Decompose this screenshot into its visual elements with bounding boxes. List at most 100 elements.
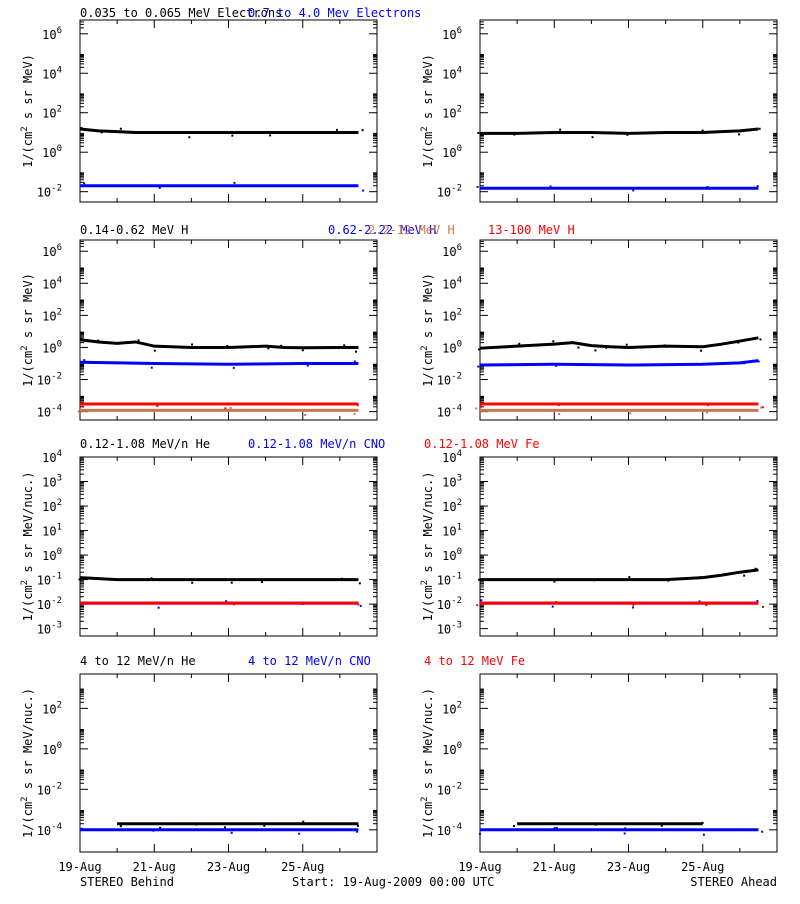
series-line [479, 359, 759, 367]
y-tick-label: 10-1 [437, 572, 462, 588]
data-point [300, 602, 303, 605]
y-tick-label: 106 [42, 26, 62, 42]
series-0-12-1-08-mev-n-he [478, 567, 759, 583]
series-4-to-12-mev-n-he [117, 820, 359, 829]
y-tick-label: 104 [442, 449, 462, 465]
data-point [605, 346, 608, 349]
data-point [719, 574, 722, 577]
plot-frame [79, 19, 378, 203]
row-title-2-1: 0.14-0.62 MeV H [80, 223, 188, 237]
data-point [761, 830, 764, 833]
y-tick-label: 104 [442, 65, 462, 81]
data-point [152, 829, 155, 832]
y-tick-label: 10-2 [437, 781, 462, 797]
y-tick-label: 10-2 [37, 781, 62, 797]
data-point [354, 350, 357, 353]
data-point [156, 405, 159, 408]
x-tick-label: 21-Aug [533, 860, 576, 874]
data-point [261, 581, 264, 584]
data-point [702, 833, 705, 836]
series-line [79, 338, 359, 350]
data-point [157, 131, 160, 134]
data-point [724, 342, 727, 345]
data-point [229, 407, 232, 410]
y-tick-label: 100 [442, 339, 462, 355]
data-point [737, 341, 740, 344]
y-tick-label: 100 [42, 144, 62, 160]
y-axis-label: 1/(cm2 s sr MeV) [420, 273, 435, 387]
y-tick-label: 100 [42, 339, 62, 355]
data-point [306, 364, 309, 367]
data-point [701, 129, 704, 132]
y-tick-label: 10-4 [437, 404, 462, 420]
y-tick-label: 102 [442, 307, 462, 323]
y-tick-label: 104 [42, 275, 62, 291]
data-point [83, 182, 86, 185]
plot-frame [479, 673, 778, 853]
y-tick-label: 102 [442, 498, 462, 514]
data-point [232, 366, 235, 369]
y-tick-label: 10-2 [437, 596, 462, 612]
data-point [667, 579, 670, 582]
series-13-100-mev-h [479, 402, 764, 409]
data-point [195, 823, 198, 826]
data-point [155, 602, 158, 605]
data-point [761, 406, 764, 409]
data-point [632, 603, 635, 606]
panel-stereo-behind-row-1: 1/(cm2 s sr MeV) 10-2 100 102 104 106 [20, 19, 378, 203]
y-tick-label: 100 [442, 547, 462, 563]
y-tick-label: 10-2 [37, 372, 62, 388]
panel-stereo-ahead-row-4: 1/(cm2 s sr MeV/nuc.)10-4 10-2 100 102 19-Au… [420, 673, 778, 874]
data-point [357, 603, 360, 606]
x-tick-label: 21-Aug [133, 860, 176, 874]
row-title-3-3: 0.12-1.08 MeV Fe [424, 437, 540, 451]
data-point [80, 126, 83, 129]
data-point [298, 832, 301, 835]
data-point [158, 186, 161, 189]
x-tick-label: 23-Aug [607, 860, 650, 874]
data-point [555, 364, 558, 367]
data-point [361, 129, 364, 132]
data-point [119, 825, 122, 828]
data-point [593, 579, 596, 582]
data-point [705, 411, 708, 414]
data-point [558, 413, 561, 416]
y-axis-label: 1/(cm2 s sr MeV) [20, 273, 35, 387]
data-point [478, 578, 481, 581]
y-tick-label: 100 [42, 741, 62, 757]
y-tick-label: 106 [42, 243, 62, 259]
row-title-3-1: 0.12-1.08 MeV/n He [80, 437, 210, 451]
data-point [356, 830, 359, 833]
series-0-14-0-62-mev-h [478, 336, 762, 352]
data-point [305, 185, 308, 188]
data-point [478, 348, 481, 351]
y-tick-label: 102 [42, 307, 62, 323]
panel-stereo-ahead-row-1: 1/(cm2 s sr MeV) 10-2 100 102 104 106 [420, 19, 778, 203]
series-0-62-2-22-mev-h [79, 359, 359, 369]
x-tick-label: 19-Aug [458, 860, 501, 874]
data-point [756, 185, 759, 188]
series-0-62-2-22-mev-h [477, 359, 760, 368]
data-point [353, 412, 356, 415]
footer-right-label: STEREO Ahead [690, 875, 777, 889]
plot-frame [79, 239, 378, 421]
y-tick-label: 104 [42, 449, 62, 465]
data-point [353, 360, 356, 363]
data-point [518, 578, 521, 581]
data-point [303, 131, 306, 134]
data-point [632, 606, 635, 609]
row-title-2-3: 2.2-12 MeV H [368, 223, 455, 237]
data-point [706, 186, 709, 189]
panel-stereo-behind-row-4: 1/(cm2 s sr MeV/nuc.)10-4 10-2 100 102 19-Au… [20, 673, 378, 874]
series-0-7-to-4-0-mev-electrons [476, 185, 759, 192]
data-point [591, 136, 594, 139]
row-title-3-2: 0.12-1.08 MeV/n CNO [248, 437, 385, 451]
data-point [625, 343, 628, 346]
row-title-4-3: 4 to 12 MeV Fe [424, 654, 525, 668]
series-0-035-to-0-065-mev-electrons [477, 127, 761, 139]
data-point [476, 185, 479, 188]
data-point [137, 339, 140, 342]
data-point [233, 603, 236, 606]
data-point [263, 824, 266, 827]
